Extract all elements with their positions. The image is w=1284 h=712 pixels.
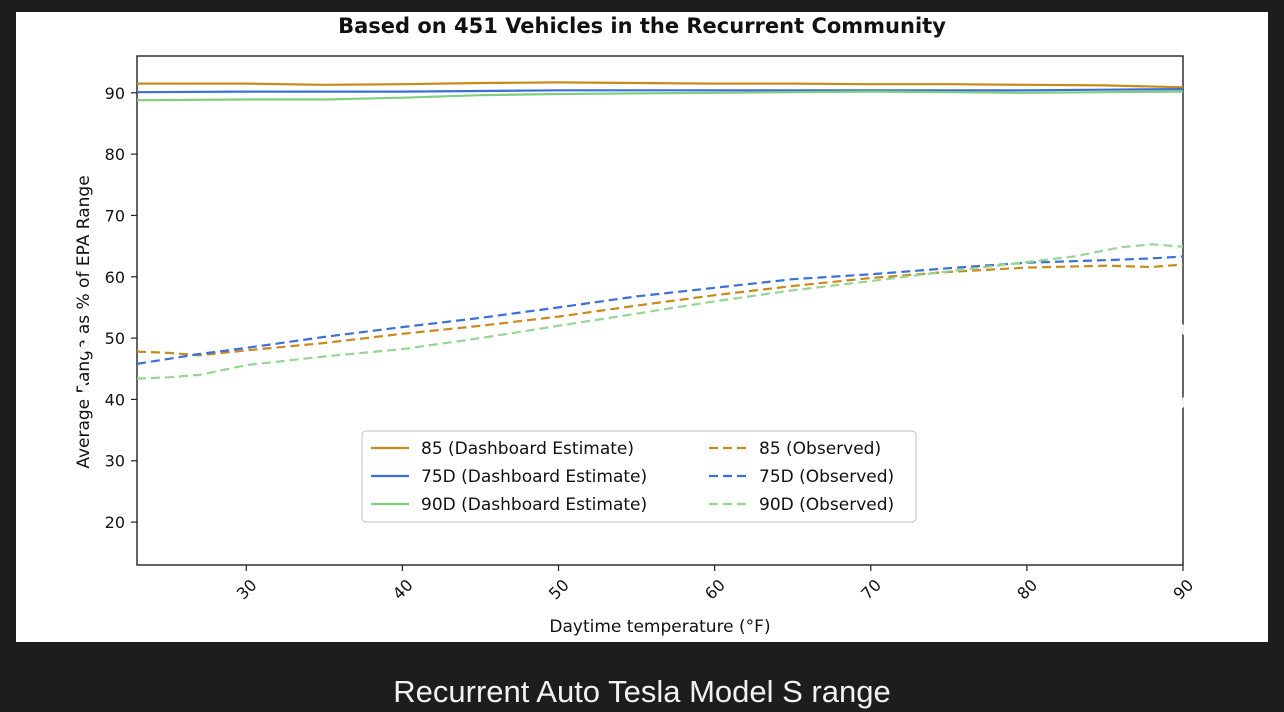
x-tick-label: 30 [233, 575, 261, 603]
chevron-left-icon [62, 320, 110, 416]
next-slide-button[interactable] [1166, 314, 1226, 422]
series-line-1 [137, 88, 1183, 94]
x-tick-label: 50 [545, 575, 573, 603]
chart-title: Based on 451 Vehicles in the Recurrent C… [338, 14, 946, 38]
x-tick-label: 60 [701, 575, 729, 603]
legend-label: 85 (Observed) [759, 439, 881, 459]
series-line-2 [137, 90, 1183, 102]
chart-card: Based on 451 Vehicles in the Recurrent C… [16, 12, 1268, 642]
legend-label: 90D (Observed) [759, 495, 894, 515]
y-tick-label: 50 [105, 329, 125, 348]
x-tick-label: 70 [857, 575, 885, 603]
chart-legend: 85 (Dashboard Estimate) 75D (Dashboard Es… [361, 430, 917, 523]
y-tick-label: 30 [105, 452, 125, 471]
y-tick-label: 20 [105, 513, 125, 532]
legend-label: 75D (Dashboard Estimate) [421, 467, 647, 487]
chevron-right-icon [1170, 316, 1222, 416]
plot-frame [136, 55, 1184, 566]
previous-slide-button[interactable] [58, 318, 114, 422]
image-caption: Recurrent Auto Tesla Model S range [393, 674, 891, 709]
series-line-0 [137, 81, 1183, 89]
y-tick-label: 80 [105, 145, 125, 164]
series-line-5 [137, 243, 1183, 380]
x-tick-label: 80 [1013, 575, 1041, 603]
line-chart: Based on 451 Vehicles in the Recurrent C… [74, 14, 1197, 637]
legend-box [361, 430, 917, 523]
y-tick-label: 90 [105, 84, 125, 103]
series-line-4 [137, 255, 1183, 365]
x-tick-label: 40 [389, 575, 417, 603]
y-tick-label: 40 [105, 390, 125, 409]
y-tick-label: 60 [105, 268, 125, 287]
legend-label: 90D (Dashboard Estimate) [421, 495, 647, 515]
x-tick-label: 90 [1169, 575, 1197, 603]
plot-area: 20 30 40 50 60 70 80 90 30 40 50 60 70 80 90 85 (Dashbo… [105, 55, 1197, 603]
x-axis-label: Daytime temperature (°F) [549, 617, 770, 637]
y-tick-label: 70 [105, 206, 125, 225]
legend-label: 85 (Dashboard Estimate) [421, 439, 634, 459]
legend-label: 75D (Observed) [759, 467, 894, 487]
